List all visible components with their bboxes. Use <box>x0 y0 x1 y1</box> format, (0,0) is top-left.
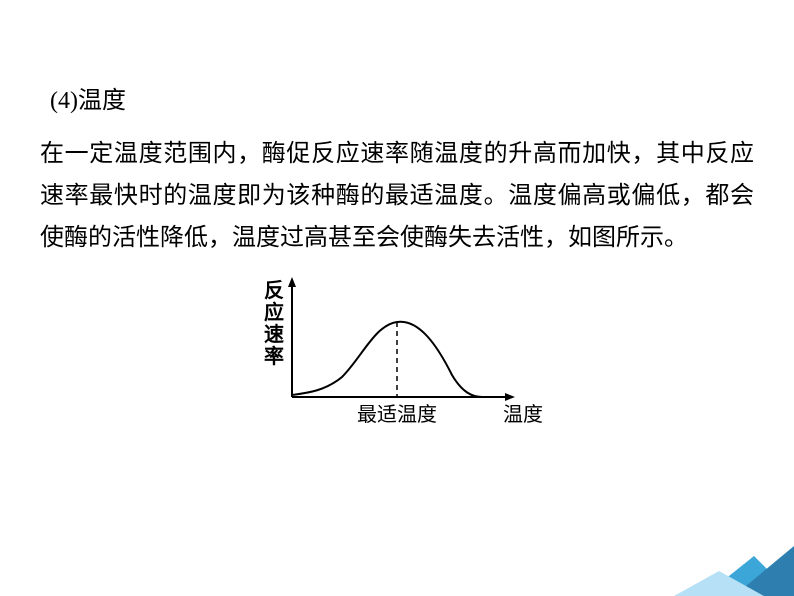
body-paragraph: 在一定温度范围内，酶促反应速率随温度的升高而加快，其中反应速率最快时的温度即为该… <box>40 133 754 259</box>
section-heading: (4)温度 <box>50 80 754 115</box>
svg-text:速: 速 <box>264 323 284 346</box>
corner-decoration <box>674 526 794 596</box>
svg-text:最适温度: 最适温度 <box>357 403 437 426</box>
svg-text:温度: 温度 <box>503 403 543 426</box>
temperature-chart: 反应速率最适温度 温度 <box>247 267 547 437</box>
svg-text:反: 反 <box>264 279 284 302</box>
svg-text:率: 率 <box>264 344 284 368</box>
svg-text:应: 应 <box>264 300 284 324</box>
chart-container: 反应速率最适温度 温度 <box>40 267 754 437</box>
